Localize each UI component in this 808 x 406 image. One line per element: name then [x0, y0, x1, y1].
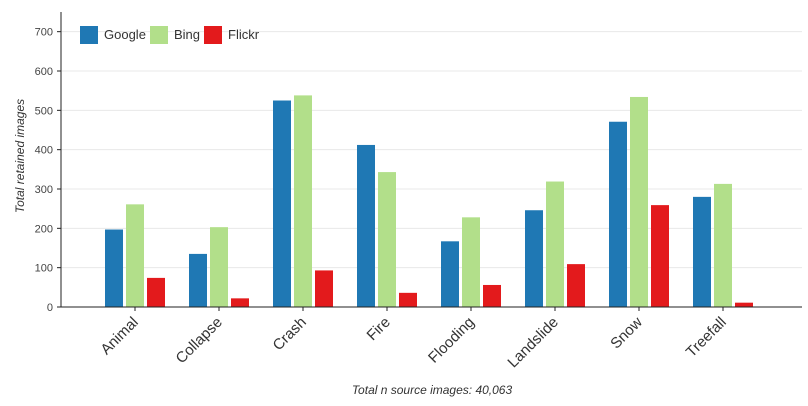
y-tick-label: 400: [35, 145, 53, 157]
legend-label-bing: Bing: [174, 27, 200, 42]
bar-google-landslide: [525, 210, 543, 307]
bar-bing-flooding: [462, 217, 480, 307]
bar-bing-fire: [378, 172, 396, 307]
bar-google-collapse: [189, 253, 207, 307]
bar-google-flooding: [441, 241, 459, 307]
bar-google-fire: [357, 144, 375, 307]
x-category-label: Animal: [97, 314, 141, 358]
bar-flickr-crash: [315, 270, 333, 307]
x-category-label: Landslide: [504, 314, 561, 371]
bar-flickr-animal: [147, 277, 165, 307]
bar-flickr-treefall: [735, 302, 753, 307]
x-category-label: Flooding: [425, 314, 478, 367]
legend: Google Bing Flickr: [80, 26, 260, 44]
bar-flickr-collapse: [231, 298, 249, 307]
y-tick-label: 100: [35, 263, 53, 275]
y-tick-label: 300: [35, 184, 53, 196]
y-tick-label: 200: [35, 223, 53, 235]
legend-label-google: Google: [104, 27, 146, 42]
legend-label-flickr: Flickr: [228, 27, 260, 42]
bar-flickr-snow: [651, 205, 669, 307]
bar-google-snow: [609, 121, 627, 308]
bar-google-animal: [105, 229, 123, 307]
bar-google-crash: [273, 100, 291, 307]
legend-swatch-bing: [150, 26, 168, 44]
x-category-label: Snow: [607, 314, 646, 353]
y-axis-title: Total retained images: [13, 99, 27, 213]
bar-bing-snow: [630, 96, 648, 308]
y-axis-ticks: 0 100 200 300 400 500 600 700: [35, 27, 61, 314]
bar-flickr-fire: [399, 292, 417, 307]
y-tick-label: 0: [47, 302, 53, 314]
y-tick-label: 500: [35, 105, 53, 117]
bar-bing-landslide: [546, 181, 564, 307]
x-category-label: Treefall: [683, 314, 730, 361]
x-category-label: Fire: [364, 314, 394, 344]
bar-bing-treefall: [714, 183, 732, 307]
y-tick-label: 700: [35, 27, 53, 39]
legend-swatch-google: [80, 26, 98, 44]
bar-flickr-flooding: [483, 284, 501, 307]
y-tick-label: 600: [35, 66, 53, 78]
grid-lines: [61, 31, 802, 269]
bar-bing-animal: [126, 204, 144, 307]
bar-google-treefall: [693, 196, 711, 307]
bar-bing-collapse: [210, 227, 228, 307]
x-category-label: Collapse: [173, 314, 226, 367]
x-axis-title: Total n source images: 40,063: [352, 383, 513, 397]
bar-bing-crash: [294, 95, 312, 308]
x-axis-category-labels: Animal Collapse Crash Fire Flooding Landslide…: [97, 307, 730, 371]
bars: [105, 95, 753, 308]
x-category-label: Crash: [270, 314, 310, 354]
legend-swatch-flickr: [204, 26, 222, 44]
bar-flickr-landslide: [567, 264, 585, 307]
